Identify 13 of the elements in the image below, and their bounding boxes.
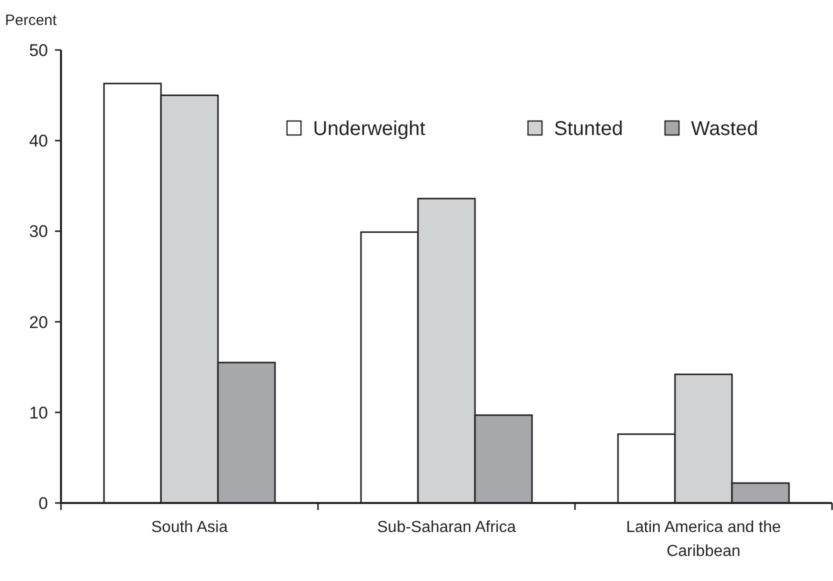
legend-label: Underweight: [313, 118, 426, 140]
x-tick-label: Sub-Saharan Africa: [377, 519, 516, 536]
legend-label: Wasted: [691, 118, 758, 140]
y-tick-label: 40: [29, 132, 48, 151]
y-axis-title: Percent: [5, 12, 58, 29]
legend-label: Stunted: [554, 118, 623, 140]
x-tick-label: Latin America and the Caribbean: [626, 519, 781, 560]
y-tick-label: 10: [29, 403, 48, 422]
y-tick-label: 0: [38, 494, 48, 513]
y-tick-label: 30: [29, 222, 48, 242]
y-tick-label: 50: [29, 41, 48, 60]
x-tick-label: South Asia: [151, 519, 228, 536]
y-tick-label: 20: [29, 312, 48, 332]
